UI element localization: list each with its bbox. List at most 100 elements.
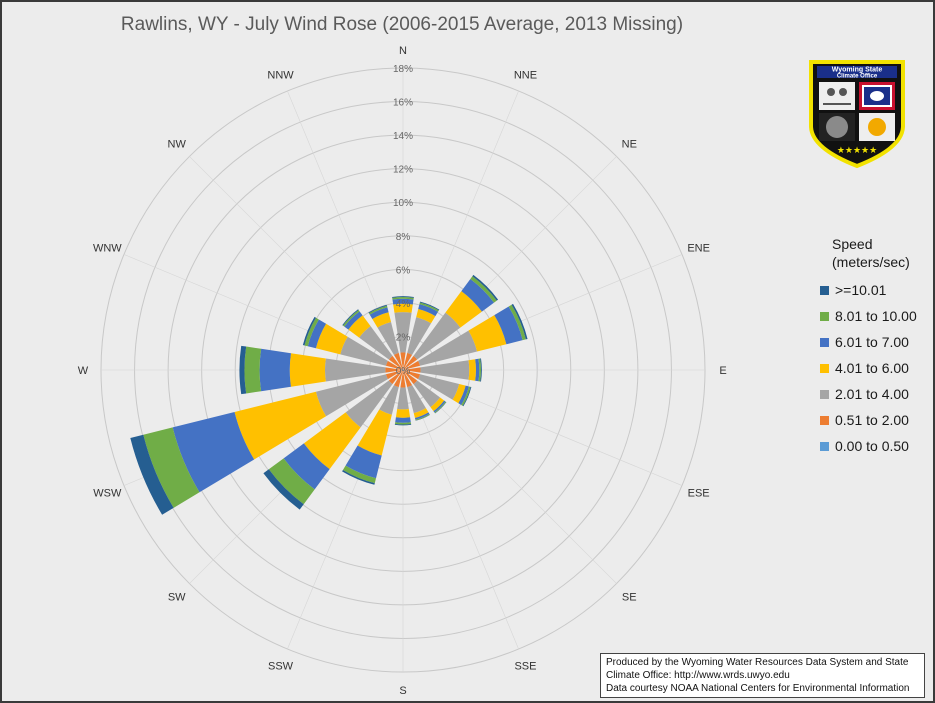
legend-item: 6.01 to 7.00	[820, 329, 917, 355]
petal-s-seg1	[400, 370, 406, 388]
petal-nne-seg5	[419, 302, 439, 312]
petal-sse-seg5	[415, 413, 430, 421]
speed-legend: Speed (meters/sec) >=10.01 8.01 to 10.00 6…	[820, 235, 917, 459]
petal-e-seg2	[420, 360, 470, 380]
tick-label: 18%	[393, 64, 413, 75]
legend-item: 0.00 to 0.50	[820, 433, 917, 459]
petal-se-seg0	[403, 370, 404, 371]
credits-line2: Climate Office: http://www.wrds.uwyo.edu	[606, 670, 790, 681]
legend-label: 4.01 to 6.00	[835, 360, 909, 376]
petal-wnw-seg6	[302, 316, 316, 346]
direction-label-wnw: WNW	[93, 243, 122, 255]
petal-nnw-seg1	[393, 352, 403, 370]
petal-ese-seg4	[458, 385, 469, 405]
petal-nw-seg1	[388, 355, 403, 370]
petal-s-seg3	[395, 408, 411, 418]
petal-ne-seg6	[472, 274, 499, 301]
petal-ese-seg6	[462, 386, 472, 407]
legend-item: 0.51 to 2.00	[820, 407, 917, 433]
petal-se-seg4	[433, 400, 446, 413]
petal-ne-seg4	[461, 278, 495, 312]
petal-nw-seg0	[402, 369, 403, 370]
petal-sse-seg1	[403, 370, 413, 388]
petal-wsw-seg3	[234, 391, 327, 460]
petal-nnw-seg4	[369, 307, 389, 319]
legend-swatch	[820, 415, 829, 425]
petal-wnw-seg1	[385, 360, 403, 370]
petal-ese-seg2	[418, 374, 460, 400]
direction-label-ssw: SSW	[268, 661, 294, 673]
petal-nw-seg3	[348, 315, 371, 338]
petal-se-seg3	[430, 397, 445, 412]
legend-label: 6.01 to 7.00	[835, 334, 909, 350]
petal-ne-seg3	[445, 291, 482, 328]
legend-item: 8.01 to 10.00	[820, 303, 917, 329]
petal-w-seg4	[259, 348, 291, 392]
petal-nw-seg2	[359, 326, 393, 360]
petal-ene-seg5	[508, 304, 526, 341]
tick-label: 16%	[393, 98, 413, 109]
petal-sse-seg4	[414, 412, 430, 420]
legend-swatch	[820, 389, 829, 399]
climate-office-logo: Wyoming State Climate Office ★★★★★	[807, 56, 907, 170]
tick-label: 12%	[393, 165, 413, 176]
petal-se-seg1	[403, 370, 418, 385]
petal-sw-seg6	[263, 469, 304, 510]
petal-ese-seg1	[403, 370, 421, 380]
direction-label-w: W	[78, 365, 89, 377]
legend-swatch	[820, 441, 829, 451]
legend-swatch	[820, 311, 829, 321]
petal-sse-seg3	[413, 408, 429, 419]
petal-s-seg4	[395, 417, 411, 423]
petal-ne-seg1	[403, 355, 418, 370]
petal-n-seg1	[400, 352, 406, 370]
petal-wnw-seg5	[304, 317, 319, 347]
credits-box: Produced by the Wyoming Water Resources …	[600, 653, 925, 698]
tick-label: 6%	[396, 265, 411, 276]
legend-title-line1: Speed	[832, 236, 873, 252]
petal-sse-seg2	[407, 385, 426, 414]
legend-label: 0.51 to 2.00	[835, 412, 909, 428]
direction-label-nw: NW	[168, 139, 187, 151]
logo-line1: Wyoming State	[832, 67, 883, 74]
direction-label-ene: ENE	[687, 243, 710, 255]
petal-ssw-seg3	[357, 409, 392, 456]
direction-label-wsw: WSW	[93, 487, 122, 499]
petal-w-seg1	[385, 367, 403, 373]
petal-nnw-seg2	[377, 321, 399, 355]
petal-wnw-seg4	[307, 319, 327, 349]
petal-sw-seg4	[283, 443, 330, 490]
petal-e-seg3	[468, 359, 476, 381]
petal-sse-seg6	[415, 414, 430, 421]
petal-nne-seg4	[418, 304, 438, 317]
tick-label: 4%	[396, 299, 411, 310]
petal-n-seg2	[394, 312, 412, 353]
petal-ene-seg2	[418, 330, 478, 366]
legend-swatch	[820, 285, 829, 295]
legend-label: 2.01 to 4.00	[835, 386, 909, 402]
direction-label-se: SE	[622, 591, 637, 603]
petal-ne-seg2	[413, 312, 461, 360]
legend-swatch	[820, 337, 829, 347]
direction-label-sw: SW	[168, 591, 186, 603]
petal-n-seg3	[393, 303, 413, 313]
petal-wsw-seg5	[143, 427, 200, 508]
petal-ssw-seg5	[342, 465, 377, 484]
tick-label: 8%	[396, 232, 411, 243]
petal-s-seg5	[394, 422, 412, 425]
petal-nw-seg5	[342, 309, 360, 327]
petal-e-seg1	[403, 367, 421, 373]
legend-title-line2: (meters/sec)	[832, 254, 910, 270]
tick-label: 14%	[393, 131, 413, 142]
petal-nnw-seg5	[368, 305, 388, 315]
petal-ne-seg5	[470, 276, 497, 303]
petal-se-seg2	[413, 380, 441, 408]
petal-ssw-seg6	[342, 469, 375, 485]
petal-nnw-seg3	[372, 312, 392, 328]
petal-ene-seg6	[511, 303, 528, 340]
petal-sw-seg5	[268, 458, 315, 505]
petal-n-seg4	[392, 298, 414, 305]
legend-label: >=10.01	[835, 282, 887, 298]
radial-tick-labels: 0% 2% 4% 6% 8% 10% 12% 14% 16% 18%	[393, 64, 413, 377]
